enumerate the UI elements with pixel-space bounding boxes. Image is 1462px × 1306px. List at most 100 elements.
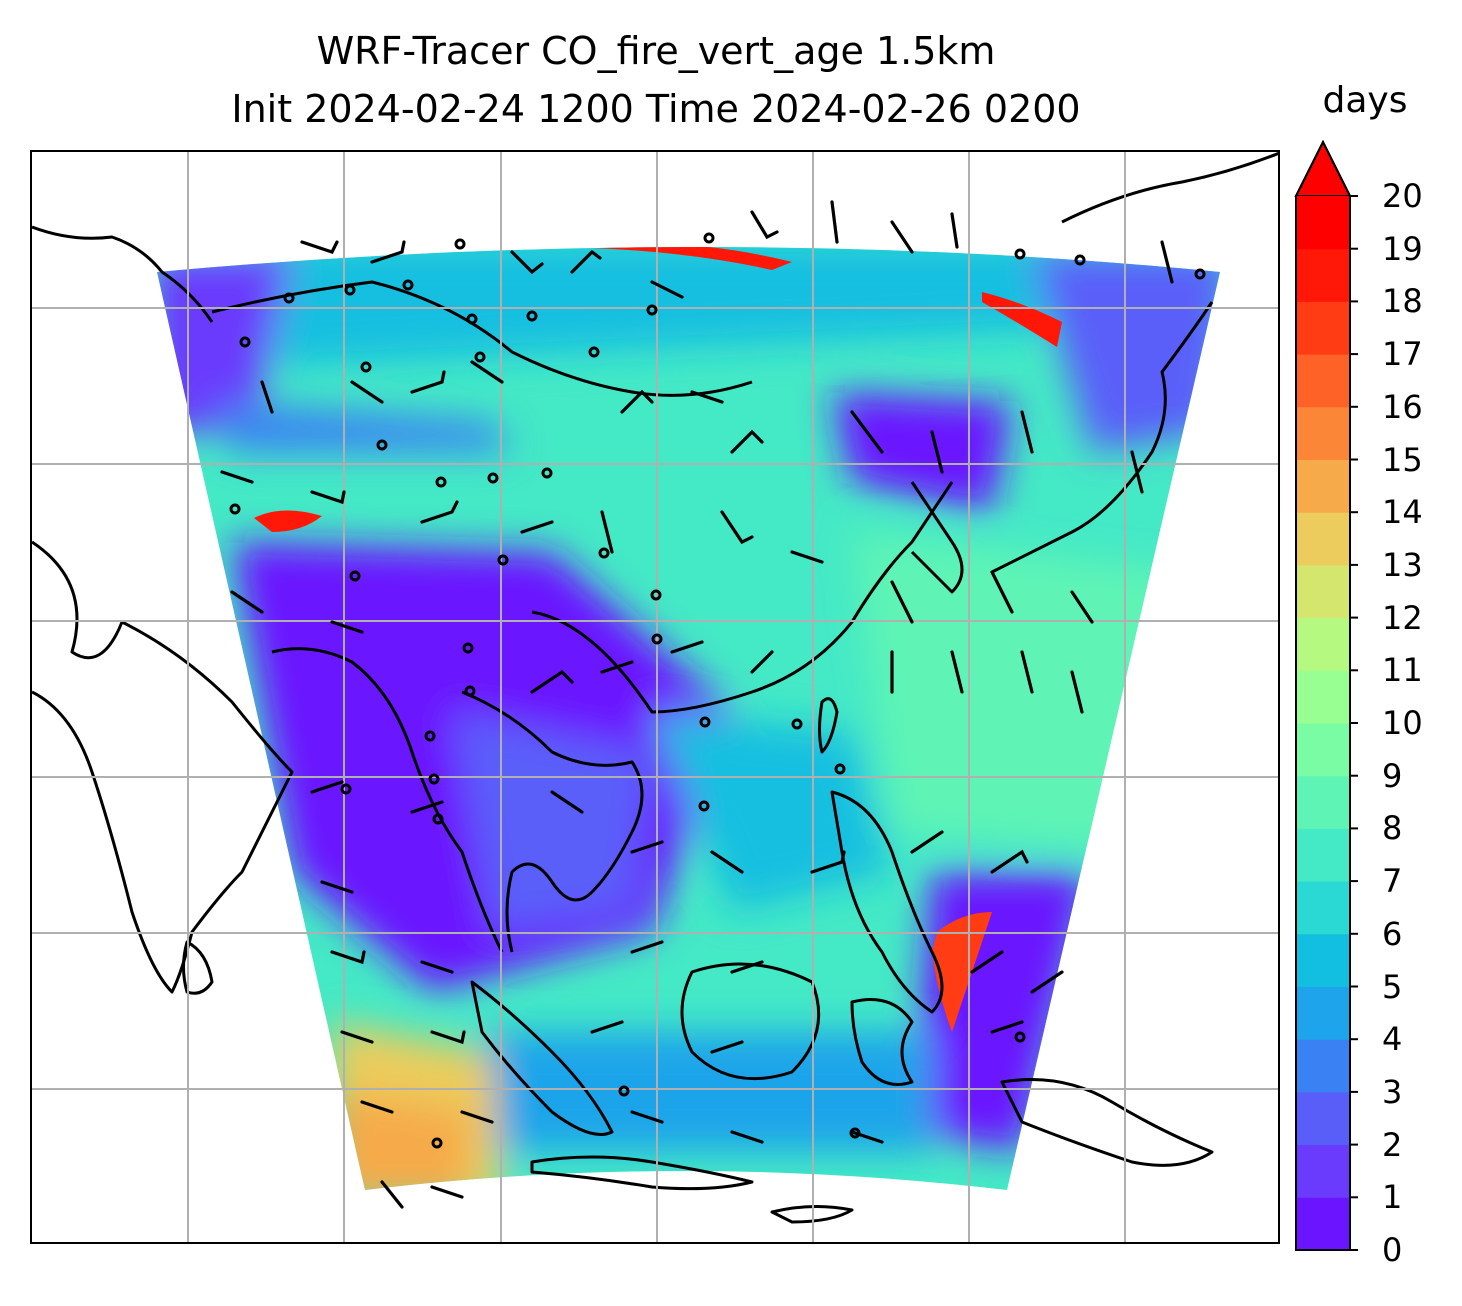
- calm-circle: [1014, 1031, 1026, 1043]
- wind-barb: [930, 430, 944, 474]
- map-canvas: [32, 152, 1278, 1242]
- calm-circle: [376, 439, 388, 451]
- calm-circle: [340, 783, 352, 795]
- field-region-southwest-older: [332, 1092, 472, 1190]
- field-region-pacific: [852, 532, 1182, 852]
- wind-barb: [420, 500, 459, 524]
- wind-barb: [1020, 650, 1034, 694]
- coastline-kamchatka: [1061, 152, 1278, 224]
- wind-barb: [1070, 590, 1094, 624]
- wind-barb: [530, 669, 574, 694]
- wind-barb: [990, 1020, 1024, 1034]
- colorbar-tick-label: 1: [1382, 1178, 1403, 1217]
- coastline-java: [530, 1155, 754, 1191]
- calm-circle: [699, 716, 711, 728]
- colorbar-segment: [1296, 617, 1350, 671]
- coastline-sumatra: [470, 980, 614, 1136]
- wind-barb: [950, 650, 964, 694]
- field-region-northeast: [1032, 252, 1220, 452]
- wind-barb: [810, 850, 846, 874]
- colorbar-segment: [1296, 933, 1350, 987]
- wind-barb: [630, 940, 664, 954]
- wind-barb: [970, 950, 1004, 974]
- calm-circle: [462, 642, 474, 654]
- coastline-korea: [910, 481, 964, 594]
- wind-barb: [730, 1130, 764, 1144]
- wind-barb: [330, 950, 366, 965]
- colorbar-segment: [1296, 1091, 1350, 1146]
- colorbar-segment: [1296, 723, 1350, 777]
- wind-barb: [340, 1030, 374, 1044]
- colorbar-segment: [1296, 248, 1350, 302]
- calm-circle: [487, 472, 499, 484]
- calm-circle: [360, 361, 372, 373]
- wind-barb: [830, 200, 839, 244]
- calm-circle: [454, 238, 466, 250]
- calm-circle: [344, 284, 356, 296]
- wind-barb: [630, 1110, 664, 1124]
- wind-barb: [910, 830, 944, 854]
- colorbar-tick-label: 11: [1382, 651, 1423, 690]
- colorbar-segment: [1296, 828, 1350, 882]
- coastline-china: [531, 481, 954, 714]
- colorbar-tick-label: 13: [1382, 545, 1423, 584]
- wind-barb: [600, 660, 634, 674]
- colorbar-tick-label: 16: [1382, 387, 1423, 426]
- colorbar-segment: [1296, 670, 1350, 724]
- colorbar-tick-label: 6: [1382, 914, 1403, 953]
- wind-barb: [320, 880, 354, 894]
- wind-barb: [620, 389, 654, 414]
- title-line-2: Init 2024-02-24 1200 Time 2024-02-26 020…: [231, 87, 1081, 131]
- calm-circle: [651, 633, 663, 645]
- colorbar-tick-label: 10: [1382, 704, 1423, 742]
- wind-barb: [790, 550, 824, 564]
- fire-spot-southeast: [932, 912, 992, 1032]
- calm-circle: [432, 813, 444, 825]
- colorbar-tick-label: 7: [1382, 862, 1403, 901]
- colorbar-segment: [1296, 775, 1350, 829]
- calm-circle: [646, 304, 658, 316]
- wind-barb: [750, 210, 779, 240]
- wind-barb: [460, 1110, 494, 1124]
- calm-circle: [703, 232, 715, 244]
- coastline-timor: [770, 1204, 854, 1224]
- wind-barb: [330, 620, 364, 634]
- coastline-arabian: [32, 225, 214, 323]
- calm-circle: [431, 1137, 443, 1149]
- colorbar-tick-label: 19: [1382, 229, 1423, 268]
- coastline-siberia: [211, 280, 753, 397]
- colorbar-tick-label: 15: [1382, 440, 1423, 479]
- colorbar-segment: [1296, 354, 1350, 408]
- calm-circle: [497, 554, 509, 566]
- colorbar-tick-label: 8: [1382, 809, 1403, 848]
- wind-barb: [730, 429, 764, 454]
- calm-circle: [229, 503, 241, 515]
- calm-circle: [1074, 254, 1086, 266]
- colorbar-tick-label: 4: [1382, 1020, 1403, 1059]
- calm-circle: [464, 685, 476, 697]
- colorbar-tick-label: 20: [1382, 177, 1423, 215]
- fire-spot-west: [254, 510, 322, 532]
- wind-barb: [310, 490, 346, 505]
- colorbar-segment: [1296, 986, 1350, 1040]
- colorbar-tick-label: 9: [1382, 756, 1403, 795]
- wind-barb: [990, 570, 1014, 614]
- wind-barb: [410, 800, 444, 814]
- wind-barb: [300, 240, 339, 254]
- colorbar-units-label: days: [1322, 80, 1408, 121]
- colorbar-tick-label: 18: [1382, 282, 1423, 321]
- wind-barb: [850, 1130, 884, 1144]
- colorbar-tick-label: 3: [1382, 1072, 1403, 1111]
- wind-barb: [1030, 970, 1064, 994]
- wind-barb: [990, 849, 1029, 874]
- calm-circle: [474, 351, 486, 363]
- wind-barb: [520, 520, 554, 534]
- wind-barb: [360, 1100, 394, 1114]
- wind-barb: [630, 840, 664, 854]
- colorbar-extend-arrow: [1294, 140, 1352, 197]
- wind-barbs: [220, 200, 1174, 1209]
- wind-barb: [430, 1185, 464, 1199]
- wind-barb: [1070, 670, 1084, 714]
- coastline-borneo: [680, 962, 821, 1081]
- coastline-philippines: [830, 790, 944, 1014]
